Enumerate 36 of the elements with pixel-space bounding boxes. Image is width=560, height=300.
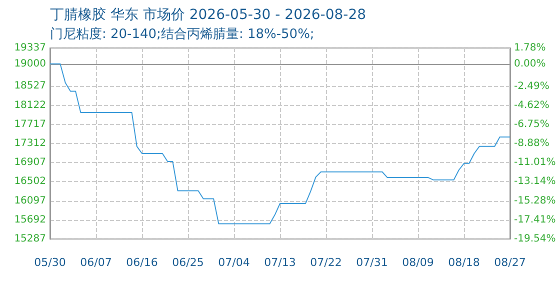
y2-tick-label: -2.49% xyxy=(514,80,550,92)
y-tick-label: 16907 xyxy=(14,157,46,168)
y-tick-label: 17717 xyxy=(14,118,46,130)
y2-tick-label: -11.01% xyxy=(514,157,556,168)
y2-tick-label: -13.14% xyxy=(514,176,556,188)
x-tick-label: 07/04 xyxy=(218,256,250,269)
y2-tick-label: -4.62% xyxy=(514,100,550,111)
x-tick-label: 08/27 xyxy=(494,256,526,269)
y-tick-label: 16097 xyxy=(14,195,46,206)
y-tick-label: 18527 xyxy=(14,80,46,92)
x-tick-label: 07/22 xyxy=(310,256,342,269)
x-tick-label: 08/18 xyxy=(448,256,480,269)
x-tick-label: 05/30 xyxy=(34,256,66,269)
y-tick-label: 17312 xyxy=(14,138,46,149)
x-tick-label: 08/09 xyxy=(402,256,434,269)
y2-tick-label: -17.41% xyxy=(514,214,556,226)
x-tick-label: 06/25 xyxy=(172,256,204,269)
y2-tick-label: 1.78% xyxy=(514,42,546,54)
y-tick-label: 16502 xyxy=(14,176,46,188)
y-tick-label: 19337 xyxy=(14,42,46,54)
y2-tick-label: -6.75% xyxy=(514,118,550,130)
x-tick-label: 06/07 xyxy=(80,256,112,269)
y-tick-label: 15287 xyxy=(14,234,46,244)
x-tick-label: 06/16 xyxy=(126,256,158,269)
line-series xyxy=(50,63,510,224)
x-tick-label: 07/13 xyxy=(264,256,296,269)
y2-tick-label: 0.00% xyxy=(514,58,546,70)
chart-subtitle: 门尼粘度: 20-140;结合丙烯腈量: 18%-50%; xyxy=(50,26,314,42)
y-tick-label: 19000 xyxy=(14,58,46,70)
y2-tick-label: -8.88% xyxy=(514,138,550,149)
y-tick-label: 18122 xyxy=(14,100,46,111)
y-tick-label: 15692 xyxy=(14,214,46,226)
y2-tick-label: -15.28% xyxy=(514,195,556,206)
x-tick-label: 07/31 xyxy=(356,256,388,269)
chart-title: 丁腈橡胶 华东 市场价 2026-05-30 - 2026-08-28 xyxy=(50,7,366,23)
y2-tick-label: -19.54% xyxy=(514,234,556,244)
